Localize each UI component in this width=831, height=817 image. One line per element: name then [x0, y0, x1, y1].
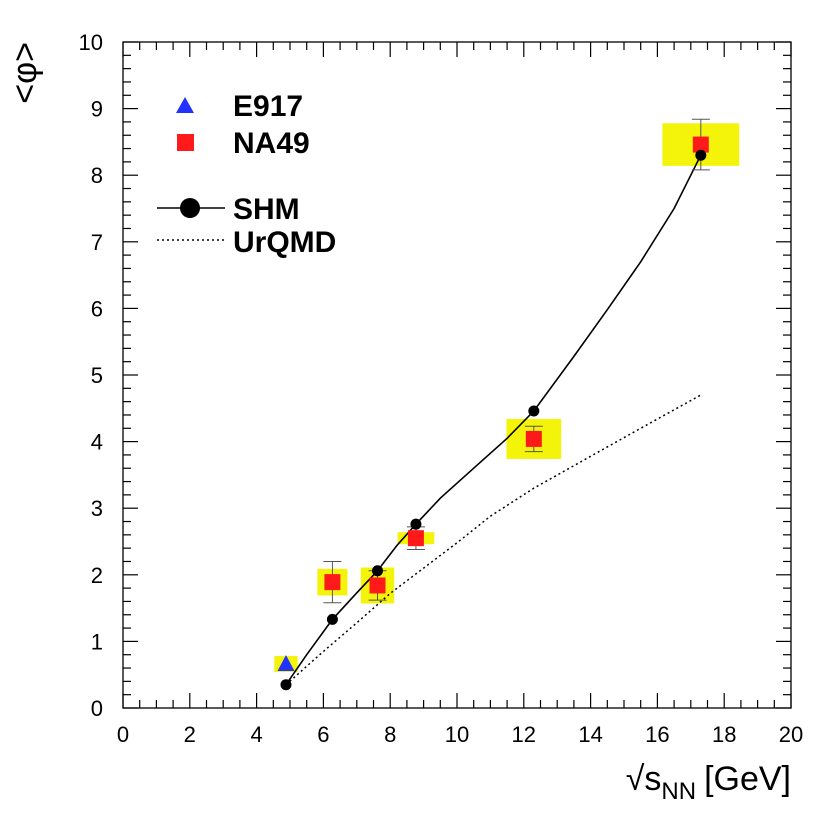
x-tick-label: 8 — [384, 722, 396, 747]
shm-curve — [285, 154, 702, 686]
statistical-error-layer — [323, 118, 710, 604]
legend: E917 NA49 SHM UrQMD — [157, 90, 336, 259]
y-tick-label: 8 — [91, 163, 103, 188]
y-tick-label: 6 — [91, 296, 103, 321]
shm-point — [280, 679, 292, 691]
legend-markers — [157, 97, 227, 241]
y-axis-title: <φ> — [6, 42, 44, 104]
legend-label-e917: E917 — [233, 90, 303, 123]
x-tick-label: 10 — [445, 722, 469, 747]
legend-marker-e917 — [176, 97, 194, 113]
x-tick-label: 18 — [712, 722, 736, 747]
shm-point — [695, 149, 707, 161]
legend-label-urqmd: UrQMD — [233, 226, 336, 259]
urqmd-curve — [285, 394, 702, 686]
y-tick-label: 1 — [91, 629, 103, 654]
y-tick-label: 3 — [91, 496, 103, 521]
y-tick-label: 7 — [91, 230, 103, 255]
axis-ticks — [122, 41, 792, 709]
legend-marker-shm — [180, 198, 200, 218]
x-axis-title: √sNN [GeV] — [626, 760, 791, 805]
x-tick-label: 12 — [512, 722, 536, 747]
x-tick-label: 16 — [645, 722, 669, 747]
legend-marker-na49 — [177, 134, 194, 151]
x-axis-title-subscript: NN — [661, 778, 696, 805]
x-tick-label: 14 — [578, 722, 602, 747]
y-tick-label: 4 — [91, 430, 103, 455]
na49-point — [525, 430, 542, 447]
na49-point — [324, 574, 341, 591]
model-curve-layer — [285, 154, 702, 686]
y-tick-label: 2 — [91, 563, 103, 588]
na49-point — [369, 577, 386, 594]
na49-point — [407, 530, 424, 547]
shm-point — [528, 405, 540, 417]
y-tick-label: 9 — [91, 97, 103, 122]
shm-point — [372, 565, 384, 577]
y-tick-label: 0 — [91, 696, 103, 721]
systematic-error-layer — [274, 123, 740, 673]
legend-label-na49: NA49 — [233, 127, 310, 160]
shm-point — [326, 613, 338, 625]
x-tick-label: 20 — [779, 722, 803, 747]
x-axis-title-prefix: √s — [626, 760, 662, 798]
na49-point — [692, 136, 709, 153]
y-tick-label: 10 — [79, 30, 103, 55]
x-tick-label: 6 — [317, 722, 329, 747]
y-tick-label: 5 — [91, 363, 103, 388]
shm-point — [410, 518, 422, 530]
x-tick-label: 0 — [117, 722, 129, 747]
x-tick-label: 2 — [184, 722, 196, 747]
x-axis-title-unit: [GeV] — [704, 760, 791, 798]
x-tick-label: 4 — [250, 722, 262, 747]
marker-layer — [277, 136, 709, 691]
legend-label-shm: SHM — [233, 193, 300, 226]
e917-point — [277, 655, 295, 672]
